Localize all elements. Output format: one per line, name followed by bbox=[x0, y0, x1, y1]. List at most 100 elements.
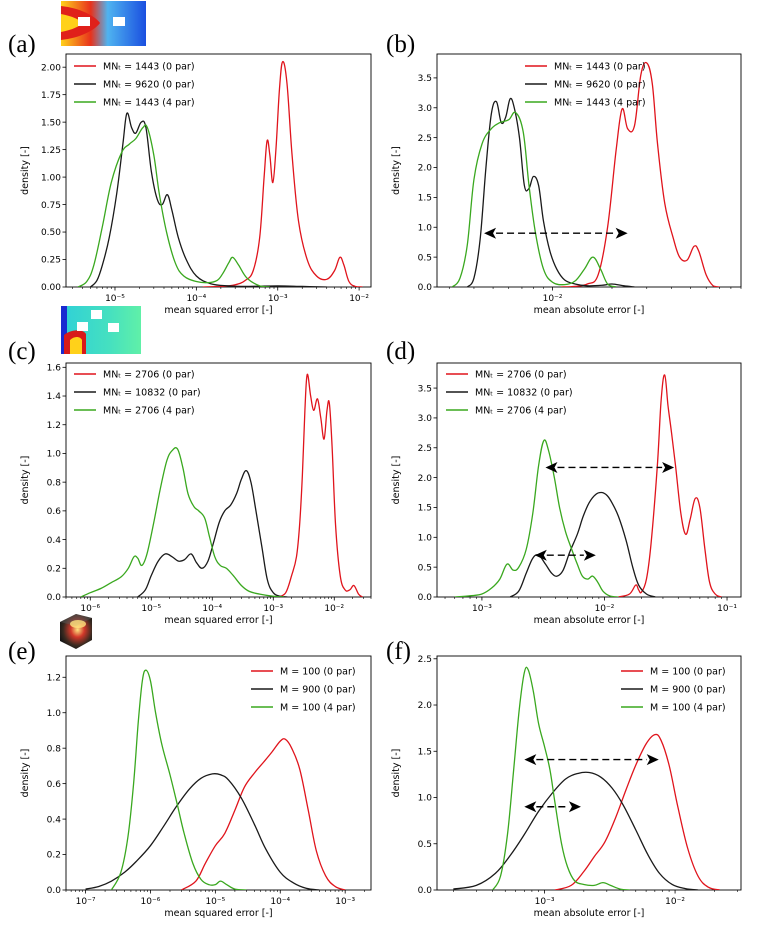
y-tick-label: 1.75 bbox=[41, 91, 61, 101]
x-tick-label: 10⁻² bbox=[349, 294, 369, 304]
panel-label: (f) bbox=[386, 638, 411, 665]
legend-entry: M = 100 (0 par) bbox=[280, 666, 356, 677]
panel-c: (c) 0.0 0.2 0.4 0.6 0.8 1.0 1.2 1.4 1.6 10⁻⁶ 10⁻⁵ 10… bbox=[8, 338, 372, 626]
y-axis-label: density [-] bbox=[20, 749, 31, 798]
y-tick-label: 1.6 bbox=[47, 364, 62, 374]
legend: MNₜ = 1443 (0 par) MNₜ = 9620 (0 par) MNₜ … bbox=[525, 61, 646, 108]
legend-entry: M = 900 (0 par) bbox=[280, 684, 356, 695]
y-tick-label: 1.0 bbox=[418, 223, 433, 233]
x-tick-label: 10⁻⁴ bbox=[202, 604, 222, 614]
panel-e: (e) 0.0 0.2 0.4 0.6 0.8 1.0 1.2 10⁻⁷ 10⁻⁶ 10⁻⁵ 10⁻⁴… bbox=[8, 638, 372, 919]
series-line-0 bbox=[202, 61, 363, 287]
arrow-head-left bbox=[484, 227, 497, 239]
y-tick-label: 2.0 bbox=[418, 164, 433, 174]
y-axis-label: density [-] bbox=[391, 749, 402, 798]
y-tick-label: 2.0 bbox=[418, 701, 433, 711]
legend-entry: MNₜ = 1443 (0 par) bbox=[103, 61, 195, 72]
y-tick-label: 0.0 bbox=[47, 886, 62, 896]
y-tick-label: 2.00 bbox=[41, 63, 61, 73]
axes-frame bbox=[65, 655, 372, 891]
panel-label: (a) bbox=[8, 31, 36, 58]
panel-d: (d) 0.0 0.5 1.0 1.5 2.0 2.5 3.0 3.5 10⁻³ 10⁻² 10⁻¹ m… bbox=[386, 338, 742, 626]
series-line-0 bbox=[277, 373, 363, 597]
x-tick-label: 10⁻⁶ bbox=[80, 604, 100, 614]
y-tick-label: 1.0 bbox=[47, 709, 62, 719]
arrow-head-left bbox=[545, 461, 558, 473]
y-tick-label: 1.25 bbox=[41, 146, 61, 156]
legend-entry: M = 900 (0 par) bbox=[650, 684, 726, 695]
panel-label: (b) bbox=[386, 31, 415, 58]
axes-frame bbox=[436, 655, 742, 891]
legend: M = 100 (0 par) M = 900 (0 par) M = 100 (4… bbox=[621, 666, 726, 713]
y-axis-label: density [-] bbox=[391, 456, 402, 505]
y-tick-label: 1.50 bbox=[41, 118, 61, 128]
y-tick-label: 0.2 bbox=[47, 564, 61, 574]
y-tick-label: 1.00 bbox=[41, 173, 61, 183]
thumbnail-e bbox=[60, 614, 92, 649]
legend-entry: MNₜ = 10832 (0 par) bbox=[103, 387, 201, 398]
arrow-head-right bbox=[646, 754, 659, 766]
panel-f: (f) 0.0 0.5 1.0 1.5 2.0 2.5 10⁻³ 10⁻² mean absolu… bbox=[386, 638, 742, 919]
y-tick-label: 0.8 bbox=[47, 478, 62, 488]
y-tick-label: 0.6 bbox=[47, 780, 62, 790]
series-group bbox=[451, 61, 720, 287]
arrow-head-left bbox=[534, 549, 547, 561]
x-tick-label: 10⁻² bbox=[543, 294, 563, 304]
y-tick-label: 3.5 bbox=[418, 384, 432, 394]
series-line-2 bbox=[454, 439, 619, 597]
x-tick-label: 10⁻³ bbox=[535, 897, 555, 907]
y-tick-label: 0.0 bbox=[418, 886, 433, 896]
x-tick-label: 10⁻⁷ bbox=[76, 897, 96, 907]
series-line-2 bbox=[77, 124, 270, 287]
y-tick-label: 2.5 bbox=[418, 444, 432, 454]
y-tick-label: 0.0 bbox=[418, 593, 433, 603]
axes-frame bbox=[436, 362, 742, 598]
legend-entry: MNₜ = 1443 (0 par) bbox=[554, 61, 646, 72]
y-tick-label: 1.4 bbox=[47, 392, 62, 402]
axes-frame bbox=[436, 53, 742, 288]
series-line-2 bbox=[80, 447, 285, 597]
legend-entry: MNₜ = 1443 (4 par) bbox=[103, 97, 195, 108]
panel-label: (c) bbox=[8, 338, 36, 365]
y-tick-label: 0.00 bbox=[41, 283, 61, 293]
series-group bbox=[80, 373, 363, 597]
legend-entry: MNₜ = 9620 (0 par) bbox=[554, 79, 646, 90]
y-tick-label: 0.5 bbox=[418, 563, 432, 573]
thumbnail-c bbox=[61, 306, 141, 354]
y-axis-label: density [-] bbox=[20, 146, 31, 195]
x-tick-label: 10⁻³ bbox=[263, 604, 283, 614]
arrow-head-right bbox=[662, 461, 675, 473]
y-tick-label: 0.5 bbox=[418, 840, 432, 850]
x-axis-label: mean absolute error [-] bbox=[534, 908, 645, 919]
double-arrow bbox=[534, 549, 596, 561]
legend-entry: MNₜ = 1443 (4 par) bbox=[554, 97, 646, 108]
y-tick-label: 3.0 bbox=[418, 414, 433, 424]
series-line-1 bbox=[137, 470, 288, 597]
series-line-0 bbox=[618, 374, 722, 597]
y-tick-label: 1.0 bbox=[418, 794, 433, 804]
x-axis-label: mean squared error [-] bbox=[164, 615, 272, 626]
series-line-1 bbox=[453, 771, 699, 890]
legend-entry: MNₜ = 9620 (0 par) bbox=[103, 79, 195, 90]
series-line-2 bbox=[451, 111, 617, 287]
y-tick-label: 3.0 bbox=[418, 104, 433, 114]
x-tick-label: 10⁻¹ bbox=[717, 604, 737, 614]
arrow-head-left bbox=[524, 754, 537, 766]
x-axis-label: mean squared error [-] bbox=[164, 305, 272, 316]
series-line-0 bbox=[554, 733, 720, 890]
x-tick-label: 10⁻⁶ bbox=[141, 897, 161, 907]
series-line-0 bbox=[181, 738, 346, 890]
y-axis-label: density [-] bbox=[391, 146, 402, 195]
legend-entry: MNₜ = 2706 (4 par) bbox=[475, 405, 567, 416]
x-tick-label: 10⁻⁵ bbox=[205, 897, 225, 907]
legend-entry: M = 100 (4 par) bbox=[650, 702, 726, 713]
x-tick-label: 10⁻² bbox=[665, 897, 685, 907]
y-tick-label: 1.5 bbox=[418, 194, 432, 204]
y-tick-label: 0.0 bbox=[418, 283, 433, 293]
y-tick-label: 0.4 bbox=[47, 536, 62, 546]
legend-entry: M = 100 (0 par) bbox=[650, 666, 726, 677]
legend: MNₜ = 2706 (0 par) MNₜ = 10832 (0 par) MNₜ… bbox=[74, 369, 201, 416]
x-axis-label: mean squared error [-] bbox=[164, 908, 272, 919]
y-tick-label: 0.75 bbox=[41, 201, 61, 211]
